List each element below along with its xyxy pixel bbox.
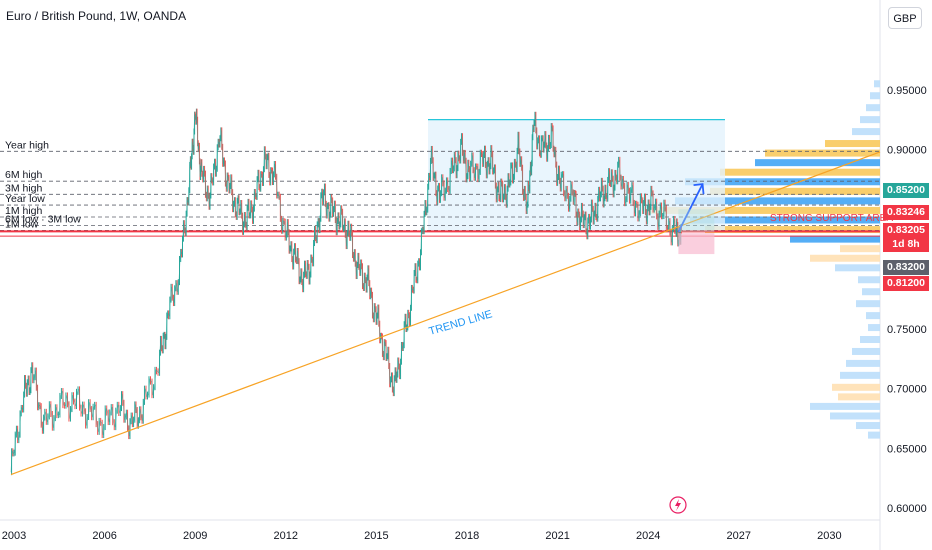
volume-profile-bar [838,393,880,401]
x-tick-label: 2018 [455,530,479,542]
volume-profile-bar [852,347,880,355]
price-tag: 0.81200 [883,276,929,291]
y-tick-label: 0.60000 [887,503,927,515]
y-tick-label: 0.95000 [887,85,927,97]
level-label: Year low [5,193,45,205]
volume-profile-bar [840,245,880,253]
x-tick-label: 2015 [364,530,388,542]
trend-line[interactable] [10,151,881,476]
x-tick-label: 2027 [727,530,751,542]
volume-profile-bar [710,187,880,195]
price-tag: 0.83200 [883,260,929,275]
x-tick-label: 2024 [636,530,660,542]
projection-arrow-head [693,183,705,195]
volume-profile-bar [650,206,880,214]
target-zone [678,209,715,232]
volume-profile-bar [856,422,880,430]
volume-profile-bar [868,431,880,439]
level-label: 1M low [5,218,39,230]
level-label: 3M high [5,182,43,194]
volume-profile-bar [858,276,880,284]
level-label: 6M low · 3M low [5,213,81,225]
x-tick-label: 2021 [545,530,569,542]
volume-profile-bar [856,300,880,308]
volume-profile-bar [705,226,880,234]
support-area-label: STRONG SUPPORT AREA [770,213,893,224]
volume-profile-bar [870,92,880,100]
y-tick-label: 0.75000 [887,324,927,336]
volume-profile-bar [810,254,880,262]
volume-profile-bar [720,168,880,176]
projection-arrow[interactable] [677,183,704,233]
y-tick-label: 0.70000 [887,384,927,396]
volume-profile-bar [868,324,880,332]
volume-profile-bar [790,235,880,243]
x-tick-label: 2006 [92,530,116,542]
volume-profile-bar [832,383,880,391]
volume-profile-bar [830,412,880,420]
y-tick-label: 0.90000 [887,145,927,157]
volume-profile-bar [835,264,880,272]
volume-profile-bar [874,80,880,88]
volume-profile-bar [825,140,880,148]
volume-profile-bar [866,312,880,320]
volume-profile-bar [846,359,880,367]
price-tag: 0.85200 [883,183,929,198]
stop-zone [678,233,715,255]
volume-profile-bar [675,197,880,205]
x-tick-label: 2012 [274,530,298,542]
volume-profile-bar [862,288,880,296]
price-tag: 0.83246 [883,205,929,220]
flash-icon-bolt [675,499,681,511]
chart-title: Euro / British Pound, 1W, OANDA [6,9,187,23]
volume-profile-bar [810,402,880,410]
volume-profile-bar [755,159,880,167]
level-label: 1M high [5,205,43,217]
price-tag: 0.83205 [883,223,929,238]
trend-line-label: TREND LINE [428,308,494,338]
volume-profile-bar [866,104,880,112]
x-tick-label: 2009 [183,530,207,542]
level-label: Year high [5,139,49,151]
volume-profile-bar [690,216,880,224]
y-tick-label: 0.65000 [887,443,927,455]
volume-profile-bar [860,116,880,124]
volume-profile-bar [765,149,880,157]
currency-button[interactable]: GBP [888,7,922,29]
volume-profile-bar [685,178,880,186]
x-tick-label: 2030 [817,530,841,542]
volume-profile-bar [860,336,880,344]
price-series-line [10,111,682,473]
price-tag: 1d 8h [883,237,929,252]
volume-profile-bar [840,371,880,379]
volume-profile-bar [852,128,880,136]
x-tick-label: 2003 [2,530,26,542]
level-label: 6M high [5,169,43,181]
